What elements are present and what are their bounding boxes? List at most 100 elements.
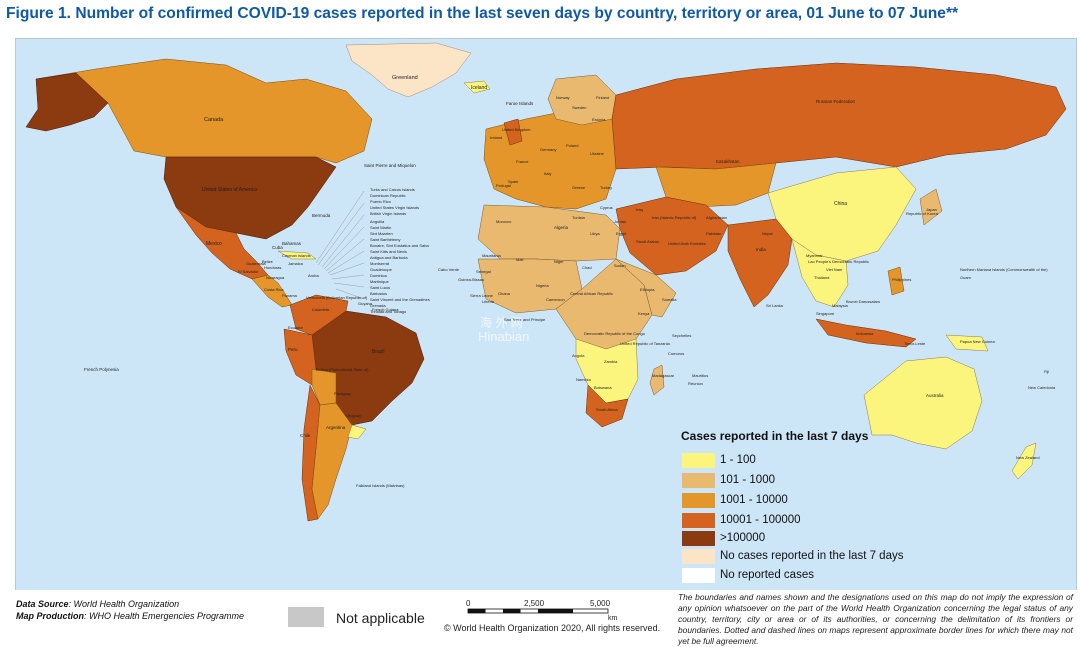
region-iceland: [463, 80, 491, 94]
legend: Cases reported in the last 7 days 1 - 10…: [674, 425, 914, 587]
label-new-caledonia: New Caledonia: [1028, 385, 1056, 390]
label-faroe: Faroe Islands: [506, 101, 534, 106]
label-french-guiana: French Guiana: [372, 307, 399, 312]
label-ireland: Ireland: [490, 135, 502, 140]
label-somalia: Somalia: [662, 297, 677, 302]
region-central-america: [251, 274, 293, 308]
region-peru: [283, 328, 317, 386]
label-namibia: Namibia: [576, 377, 591, 382]
region-uruguay: [347, 424, 367, 440]
label-china: China: [834, 201, 847, 207]
data-source: Data Source: World Health Organization: [16, 599, 179, 609]
label-fiji: Fiji: [1044, 369, 1049, 374]
legend-label: >100000: [720, 532, 766, 544]
label-senegal: Senegal: [476, 269, 491, 274]
label-south-africa: South Africa: [596, 407, 618, 412]
legend-item: No cases reported in the last 7 days: [682, 549, 912, 566]
label-nepal: Nepal: [762, 231, 773, 236]
label-germany: Germany: [540, 147, 556, 152]
label-myanmar: Myanmar: [806, 253, 823, 258]
label-zambia: Zambia: [604, 359, 618, 364]
caribbean-label: Turks and Caicos Islands: [370, 187, 415, 192]
label-belize: Belize: [262, 259, 274, 264]
label-bolivia: Bolivia (Plurinational State of): [316, 367, 369, 372]
label-norway: Norway: [556, 95, 570, 100]
label-canada: Canada: [204, 117, 224, 123]
legend-label: 1001 - 10000: [720, 494, 788, 506]
caribbean-label: Anguilla: [370, 219, 385, 224]
label-colombia: Colombia: [312, 307, 330, 312]
label-brunei: Brunei Darussalam: [846, 299, 881, 304]
label-cabo-verde: Cabo Verde: [438, 267, 460, 272]
caribbean-label: Saint Barthélemy: [370, 237, 400, 242]
region-india: [727, 218, 793, 308]
label-guatemala: Guatemala: [246, 261, 266, 266]
label-greece: Greece: [572, 185, 586, 190]
label-ghana: Ghana: [498, 291, 511, 296]
caribbean-label: Saint Martin: [370, 225, 391, 230]
label-cameroon: Cameroon: [546, 297, 565, 302]
label-new-zealand: New Zealand: [1016, 455, 1040, 460]
label-car: Central African Republic: [570, 291, 613, 296]
label-chad: Chad: [582, 265, 592, 270]
label-pakistan: Pakistan: [706, 231, 721, 236]
label-greenland: Greenland: [392, 75, 418, 81]
map-labels: Greenland Iceland Faroe Islands Canada U…: [84, 75, 1056, 488]
map-production: Map Production: WHO Health Emergencies P…: [16, 611, 244, 621]
region-alaska: [25, 72, 109, 132]
label-sierra-leone: Sierra Leone: [470, 293, 494, 298]
region-new-zealand: [1011, 442, 1037, 480]
label-nigeria: Nigeria: [536, 283, 549, 288]
caribbean-label: Saint Lucia: [370, 285, 391, 290]
label-tunisia: Tunisia: [572, 215, 586, 220]
caribbean-label: Dominican Republic: [370, 193, 406, 198]
label-seychelles: Seychelles: [672, 333, 691, 338]
label-paraguay: Paraguay: [334, 391, 351, 396]
region-south-africa: [585, 384, 629, 428]
region-colombia-venezuela: [289, 294, 349, 336]
label-mexico: Mexico: [206, 241, 222, 247]
scale-tick-1: 2,500: [524, 599, 545, 608]
label-jordan: Jordan: [614, 219, 626, 224]
label-kenya: Kenya: [638, 311, 650, 316]
region-philippines: [887, 266, 905, 296]
copyright: © World Health Organization 2020, All ri…: [444, 623, 661, 633]
region-usa: [163, 156, 337, 240]
label-mali: Mali: [516, 257, 523, 262]
world-map: Greenland Iceland Faroe Islands Canada U…: [15, 38, 1077, 592]
legend-item: 1001 - 10000: [682, 493, 912, 510]
region-north-africa: [477, 204, 621, 262]
caribbean-label: Dominica: [370, 273, 387, 278]
label-png: Papua New Guinea: [960, 339, 995, 344]
caribbean-label: Bonaire, Sint Eustatius and Saba: [370, 243, 429, 248]
label-philippines: Philippines: [892, 277, 911, 282]
map-production-label: Map Production: [16, 611, 84, 621]
scale-segment: [538, 609, 573, 613]
region-east-africa: [615, 258, 677, 318]
caribbean-label: Trinidad and Tobago: [370, 309, 407, 314]
label-libya: Libya: [590, 231, 600, 236]
label-brazil: Brazil: [372, 349, 385, 355]
watermark-line2: Hinabian: [478, 329, 529, 344]
label-egypt: Egypt: [616, 231, 627, 236]
label-madagascar: Madagascar: [652, 373, 675, 378]
region-indonesia: [815, 318, 917, 348]
watermark: 海 外 网 Hinabian: [478, 315, 529, 344]
label-botswana: Botswana: [594, 385, 612, 390]
label-comoros: Comoros: [668, 351, 684, 356]
label-uruguay: Uruguay: [346, 413, 361, 418]
caribbean-label: Montserrat: [370, 261, 390, 266]
label-algeria: Algeria: [554, 225, 569, 230]
label-ethiopia: Ethiopia: [640, 287, 655, 292]
label-drc: Democratic Republic of the Congo: [584, 331, 646, 336]
not-applicable-swatch: [288, 607, 324, 627]
caribbean-label: Puerto Rico: [370, 199, 392, 204]
label-saudi: Saudi Arabia: [636, 239, 659, 244]
legend-item: 10001 - 100000: [682, 513, 912, 530]
label-sudan: Sudan: [614, 263, 626, 268]
label-spm: Saint Pierre and Miquelon: [364, 163, 416, 168]
label-niger: Niger: [554, 259, 564, 264]
label-sri-lanka: Sri Lanka: [766, 303, 784, 308]
label-morocco: Morocco: [496, 219, 512, 224]
label-angola: Angola: [572, 353, 585, 358]
